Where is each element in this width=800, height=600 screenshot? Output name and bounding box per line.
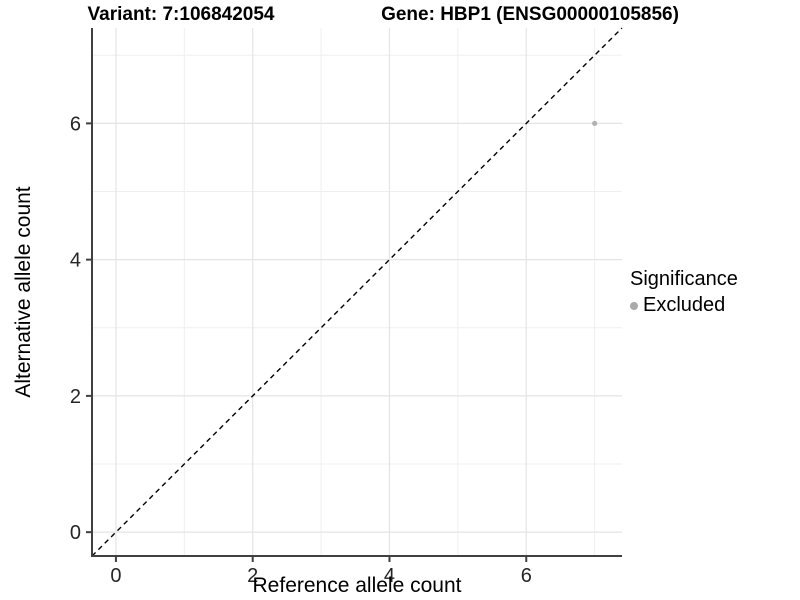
y-tick-label: 0 xyxy=(70,522,81,544)
x-axis-title: Reference allele count xyxy=(252,574,462,597)
excluded-point-icon xyxy=(630,301,638,310)
data-point xyxy=(592,120,598,126)
legend-item-label: Excluded xyxy=(643,294,726,316)
plot-title-variant: Variant: 7:106842054 xyxy=(87,4,275,25)
y-axis-title: Alternative allele count xyxy=(12,186,35,398)
y-tick-label: 2 xyxy=(70,386,81,408)
x-tick-label: 0 xyxy=(110,565,121,587)
x-tick-label: 6 xyxy=(521,565,532,587)
identity-line xyxy=(91,27,623,557)
y-tick-label: 4 xyxy=(70,250,81,272)
plot-title-gene: Gene: HBP1 (ENSG00000105856) xyxy=(381,4,679,25)
y-tick-label: 6 xyxy=(70,113,81,135)
legend-item-excluded: Excluded xyxy=(630,294,738,317)
legend: Significance Excluded xyxy=(630,268,738,317)
legend-title: Significance xyxy=(630,268,738,290)
x-tick-label: 2 xyxy=(247,565,258,587)
x-tick-label: 4 xyxy=(384,565,395,587)
